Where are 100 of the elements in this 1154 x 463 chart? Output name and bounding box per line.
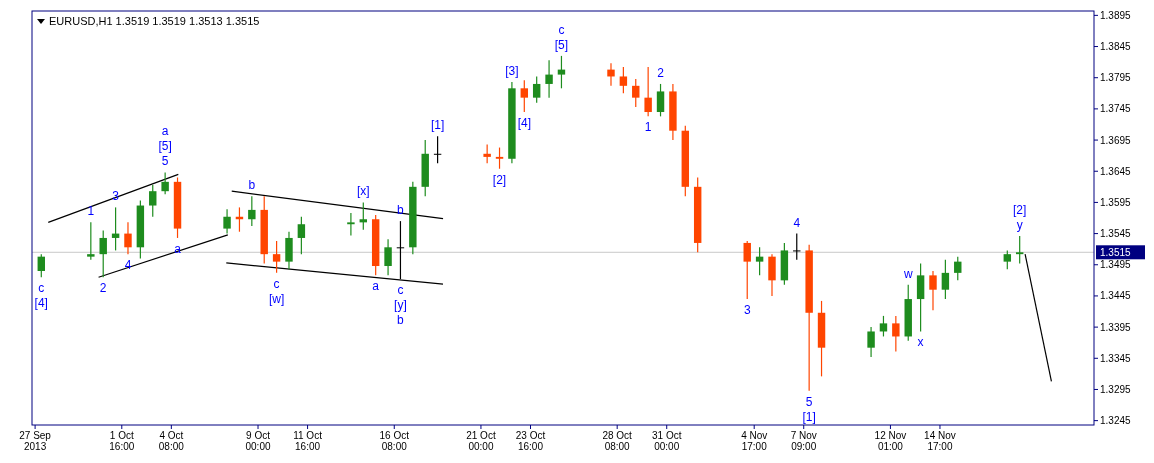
candlestick [644,66,652,117]
annotation: y [1016,218,1023,233]
x-tick-label: 21 Oct 00:00 [466,430,496,452]
candlestick [619,66,628,94]
annotation: 3 [743,303,751,318]
candlestick [929,270,937,311]
annotation: 5 [805,394,813,409]
candlestick [223,208,231,235]
annotation: w [902,266,913,281]
x-tick-label: 27 Sep 2013 [19,430,52,452]
annotation: [1] [430,118,445,133]
candlestick [743,240,751,300]
annotation: b [248,178,256,193]
ref-line-label: 1.3515 [1100,246,1132,258]
candlestick [607,62,615,87]
annotation: [5] [554,37,569,52]
candlestick [892,315,900,353]
annotation: x [917,335,924,350]
annotation: [y] [394,298,407,313]
candlestick [532,75,541,104]
y-tick-label: 1.3545 [1100,228,1132,240]
candlestick [656,83,665,117]
y-tick-label: 1.3395 [1100,321,1132,333]
annotation: [3] [505,64,519,79]
annotation: b [397,313,405,328]
y-tick-label: 1.3345 [1100,352,1132,364]
y-tick-label: 1.3645 [1100,165,1132,177]
candlestick [520,79,529,113]
annotation: [x] [356,184,370,199]
y-tick-label: 1.3495 [1100,259,1132,271]
annotation: [w] [268,291,285,306]
candlestick [161,171,169,195]
candlestick [285,231,293,270]
candlestick [793,232,801,261]
x-tick-label: 28 Oct 08:00 [602,430,633,452]
candlestick [755,246,764,276]
annotation: a [372,279,380,294]
annotation: [2] [492,172,507,187]
annotation: 2 [657,65,665,80]
candlestick [483,143,491,164]
candlestick [124,221,132,255]
y-tick-label: 1.3695 [1100,134,1132,146]
x-tick-label: 1 Oct 16:00 [109,430,135,452]
candlestick [916,262,925,333]
annotation: [4] [517,116,531,131]
candlestick [149,184,157,218]
x-tick-label: 16 Oct 08:00 [379,430,410,452]
candlestick [557,55,566,89]
candlestick [768,253,776,297]
y-tick-label: 1.3595 [1100,196,1132,208]
annotation: 2 [99,281,107,296]
candlestick [359,201,368,231]
candlestick [1003,249,1012,270]
y-tick-label: 1.3445 [1100,290,1132,302]
annotation: 1 [644,120,652,135]
candlestick [99,229,107,278]
annotation: 5 [161,154,169,169]
candlestick [1015,235,1024,265]
annotation: [1] [802,409,816,424]
candlestick [87,221,95,261]
x-tick-label: 23 Oct 16:00 [515,430,546,452]
candlestick [632,78,640,108]
annotation: c [273,276,280,291]
annotation: c [558,22,565,37]
y-tick-label: 1.3245 [1100,415,1132,427]
candlestick [248,195,256,227]
annotation: [2] [1013,203,1027,218]
annotation: c [397,283,404,298]
candlestick [297,216,306,255]
annotation: [4] [34,296,48,311]
chart-title: EURUSD,H1 1.3519 1.3519 1.3513 1.3515 [49,15,260,27]
candlestick [272,240,281,274]
annotation: c [38,281,45,296]
candlestick [954,256,962,281]
candlestick [941,259,950,300]
y-tick-label: 1.3295 [1100,383,1132,395]
y-tick-label: 1.3795 [1100,72,1132,84]
x-tick-label: 14 Nov 17:00 [924,430,956,452]
candlestick [545,59,553,99]
candlestick [347,212,355,237]
candlestick [37,253,45,278]
x-tick-label: 4 Oct 08:00 [158,430,185,452]
x-tick-label: 9 Oct 00:00 [245,430,271,452]
annotation: 4 [793,215,801,230]
y-tick-label: 1.3845 [1100,41,1132,53]
candlestick [495,146,504,170]
x-tick-label: 11 Oct 16:00 [293,430,323,452]
candlestick [879,315,888,338]
candlestick [433,135,442,164]
x-tick-label: 31 Oct 00:00 [651,430,682,452]
candlestick [867,326,875,358]
y-tick-label: 1.3895 [1100,9,1132,21]
annotation: [5] [158,139,172,154]
x-tick-label: 12 Nov 01:00 [874,430,907,452]
y-tick-label: 1.3745 [1100,103,1132,115]
x-tick-label: 7 Nov 09:00 [790,430,817,452]
annotation: a [161,124,169,139]
annotation: 1 [87,204,95,219]
x-tick-label: 4 Nov 17:00 [741,430,768,452]
candlestick [384,238,392,276]
